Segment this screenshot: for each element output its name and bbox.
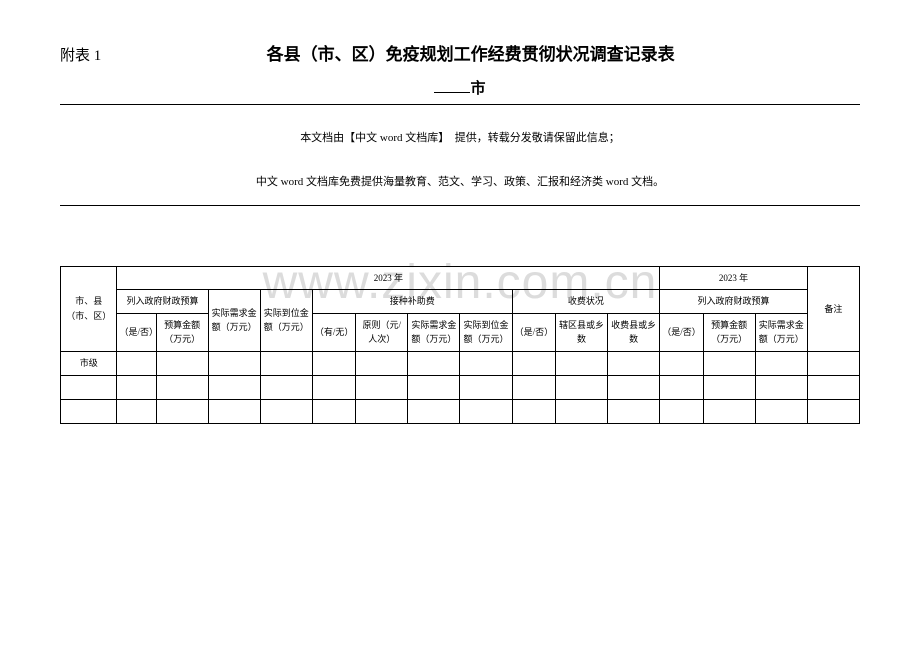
sub2-budget-amt: 预算金额（万元） xyxy=(703,313,755,351)
grp-budget-2: 列入政府财政预算 xyxy=(660,290,808,313)
note-line-1: 本文档由【中文 word 文档库】 提供，转载分发敬请保留此信息； xyxy=(60,129,860,145)
sub-budget-amt-1: 预算金额（万元） xyxy=(156,313,208,351)
sub-hasno: （有/无） xyxy=(312,313,355,351)
table-row xyxy=(61,399,860,423)
city-blank xyxy=(434,79,470,93)
col-actual-need: 实际需求金额（万元） xyxy=(208,290,260,351)
divider-bottom xyxy=(60,205,860,206)
sub-principle: 原则（元/人次） xyxy=(356,313,408,351)
grp-budget-1: 列入政府财政预算 xyxy=(117,290,208,313)
table-header-row-1: 市、县（市、区） 2023 年 2023 年 备注 xyxy=(61,267,860,290)
col-remark: 备注 xyxy=(807,267,859,352)
sub-recv-amt: 实际到位金额（万元） xyxy=(460,313,512,351)
row-city-label: 市级 xyxy=(61,351,117,375)
sub-yesno-1: （是/否） xyxy=(117,313,156,351)
table-header-row-3: （是/否） 预算金额（万元） （有/无） 原则（元/人次） 实际需求金额（万元）… xyxy=(61,313,860,351)
sub-district-cnt: 辖区县或乡数 xyxy=(555,313,607,351)
city-suffix: 市 xyxy=(470,81,485,97)
sub-fee-cnt: 收费县或乡数 xyxy=(608,313,660,351)
divider-top xyxy=(60,104,860,105)
col-actual-recv: 实际到位金额（万元） xyxy=(260,290,312,351)
table-row: 市级 xyxy=(61,351,860,375)
table-header-row-2: 列入政府财政预算 实际需求金额（万元） 实际到位金额（万元） 接种补助费 收费状… xyxy=(61,290,860,313)
col-year2: 2023 年 xyxy=(660,267,808,290)
page-title: 各县（市、区）免疫规划工作经费贯彻状况调查记录表 xyxy=(81,40,860,65)
survey-table: 市、县（市、区） 2023 年 2023 年 备注 列入政府财政预算 实际需求金… xyxy=(60,266,860,424)
sub2-yesno: （是/否） xyxy=(660,313,703,351)
grp-vaccine: 接种补助费 xyxy=(312,290,512,313)
sub-fee-yesno: （是/否） xyxy=(512,313,555,351)
grp-fee: 收费状况 xyxy=(512,290,660,313)
note-line-2: 中文 word 文档库免费提供海量教育、范文、学习、政策、汇报和经济类 word… xyxy=(60,173,860,189)
table-row xyxy=(61,375,860,399)
sub-need-amt: 实际需求金额（万元） xyxy=(408,313,460,351)
city-line: 市 xyxy=(60,77,860,98)
col-region: 市、县（市、区） xyxy=(61,267,117,352)
col-year1: 2023 年 xyxy=(117,267,660,290)
sub2-need-amt: 实际需求金额（万元） xyxy=(755,313,807,351)
